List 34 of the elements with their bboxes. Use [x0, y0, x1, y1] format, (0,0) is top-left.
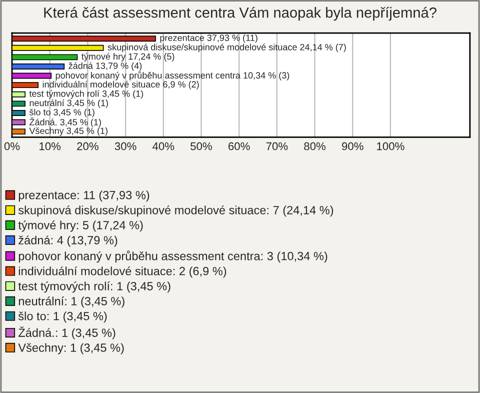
data-label: šlo to 3,45 % (1) [29, 108, 94, 118]
data-label: týmové hry 17,24 % (5) [82, 52, 174, 62]
data-label: pohovor konaný v průběhu assessment centra 10,34 % (3) [56, 71, 290, 80]
x-tick-label: 20% [77, 142, 98, 150]
x-tick-label: 50% [190, 142, 212, 150]
x-tick-label: 70% [266, 142, 288, 150]
data-label: skupinová diskuse/skupinové modelové situace 24,14 % (7) [108, 44, 346, 52]
data-label: test týmových rolí 3,45 % (1) [29, 90, 144, 99]
text: pohovor konaný v průběhu assessment centra: 3 (10,34 %) [18, 250, 328, 263]
data-label: žádná 13,79 % (4) [68, 62, 142, 71]
text: Žádná.: 1 (3,45 %) [18, 326, 116, 340]
data-label: neutrální 3,45 % (1) [30, 99, 108, 108]
data-label: Všechny 3,45 % (1) [29, 127, 108, 136]
text: šlo to: 1 (3,45 %) [18, 312, 107, 323]
x-tick-label: 40% [152, 142, 174, 150]
data-label: Žádná. 3,45 % (1) [30, 117, 101, 128]
x-tick-label: 0% [4, 142, 20, 150]
text: žádná: 4 (13,79 %) [18, 236, 118, 247]
text: týmové hry: 5 (17,24 %) [18, 220, 143, 232]
chart-title: Která část assessment centra Vám naopak byla nepříjemná? [44, 6, 436, 21]
text: individuální modelové situace: 2 (6,9 %) [18, 266, 226, 278]
x-tick-label: 10% [40, 142, 61, 150]
x-tick-label: 90% [342, 142, 364, 150]
data-label: individuální modelové situace 6,9 % (2) [42, 80, 199, 90]
text: prezentace: 11 (37,93 %) [18, 190, 150, 202]
data-label: prezentace 37,93 % (11) [160, 34, 258, 43]
text: test týmových rolí: 1 (3,45 %) [18, 282, 170, 293]
x-tick-label: 60% [228, 142, 250, 150]
text: Všechny: 1 (3,45 %) [18, 343, 124, 354]
x-tick-label: 30% [114, 142, 136, 150]
text: skupinová diskuse/skupinové modelové situace: 7 (24,14 %) [18, 206, 334, 217]
text: neutrální: 1 (3,45 %) [18, 296, 124, 308]
x-tick-label: 100% [377, 142, 404, 150]
x-tick-label: 80% [304, 142, 326, 150]
